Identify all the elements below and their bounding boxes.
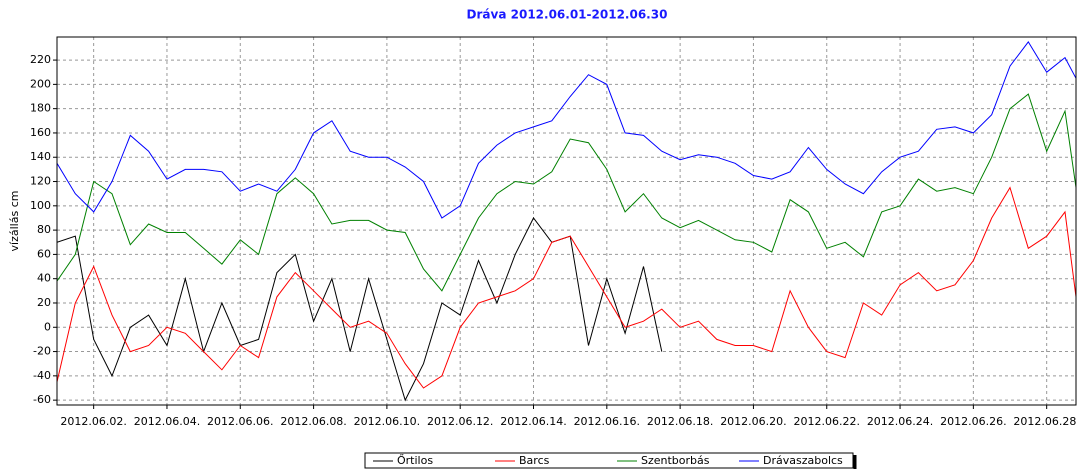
y-tick-label: 60	[37, 247, 51, 260]
x-tick-label: 2012.06.08.	[280, 415, 346, 428]
y-tick-label: 140	[30, 150, 51, 163]
y-tick-label: 120	[30, 175, 51, 188]
series-line	[57, 186, 1076, 389]
x-tick-label: 2012.06.02.	[60, 415, 126, 428]
x-tick-label: 2012.06.22.	[794, 415, 860, 428]
x-tick-label: 2012.06.24.	[867, 415, 933, 428]
chart-title: Dráva 2012.06.01-2012.06.30	[467, 8, 668, 22]
plot-frame	[56, 36, 1077, 406]
x-tick-label: 2012.06.06.	[207, 415, 273, 428]
x-tick-label: 2012.06.12.	[427, 415, 493, 428]
y-tick-label: 200	[30, 77, 51, 90]
x-tick-label: 2012.06.04.	[134, 415, 200, 428]
y-tick-label: 180	[30, 102, 51, 115]
legend-label: Barcs	[519, 454, 550, 467]
x-tick-label: 2012.06.10.	[354, 415, 420, 428]
x-tick-label: 2012.06.26.	[940, 415, 1006, 428]
x-tick-label: 2012.06.18.	[647, 415, 713, 428]
legend-label: Szentborbás	[641, 454, 710, 467]
series-line	[57, 41, 1076, 219]
series-line	[57, 93, 1076, 292]
y-tick-label: -40	[33, 369, 51, 382]
y-tick-label: 160	[30, 126, 51, 139]
y-tick-label: -20	[33, 345, 51, 358]
x-tick-label: 2012.06.16.	[574, 415, 640, 428]
y-tick-label: -60	[33, 393, 51, 406]
y-tick-label: 80	[37, 223, 51, 236]
y-tick-label: 0	[44, 320, 51, 333]
legend-label: Őrtilos	[397, 453, 433, 467]
y-axis-label: vízállás cm	[8, 191, 21, 252]
y-tick-label: 100	[30, 199, 51, 212]
y-tick-label: 20	[37, 296, 51, 309]
plot-area	[57, 37, 1076, 405]
y-tick-label: 220	[30, 53, 51, 66]
x-tick-label: 2012.06.20.	[720, 415, 786, 428]
x-tick-label: 2012.06.14.	[500, 415, 566, 428]
legend-box	[364, 452, 854, 469]
legend-label: Drávaszabolcs	[763, 454, 843, 467]
y-tick-label: 40	[37, 272, 51, 285]
x-tick-label: 2012.06.28.	[1013, 415, 1077, 428]
